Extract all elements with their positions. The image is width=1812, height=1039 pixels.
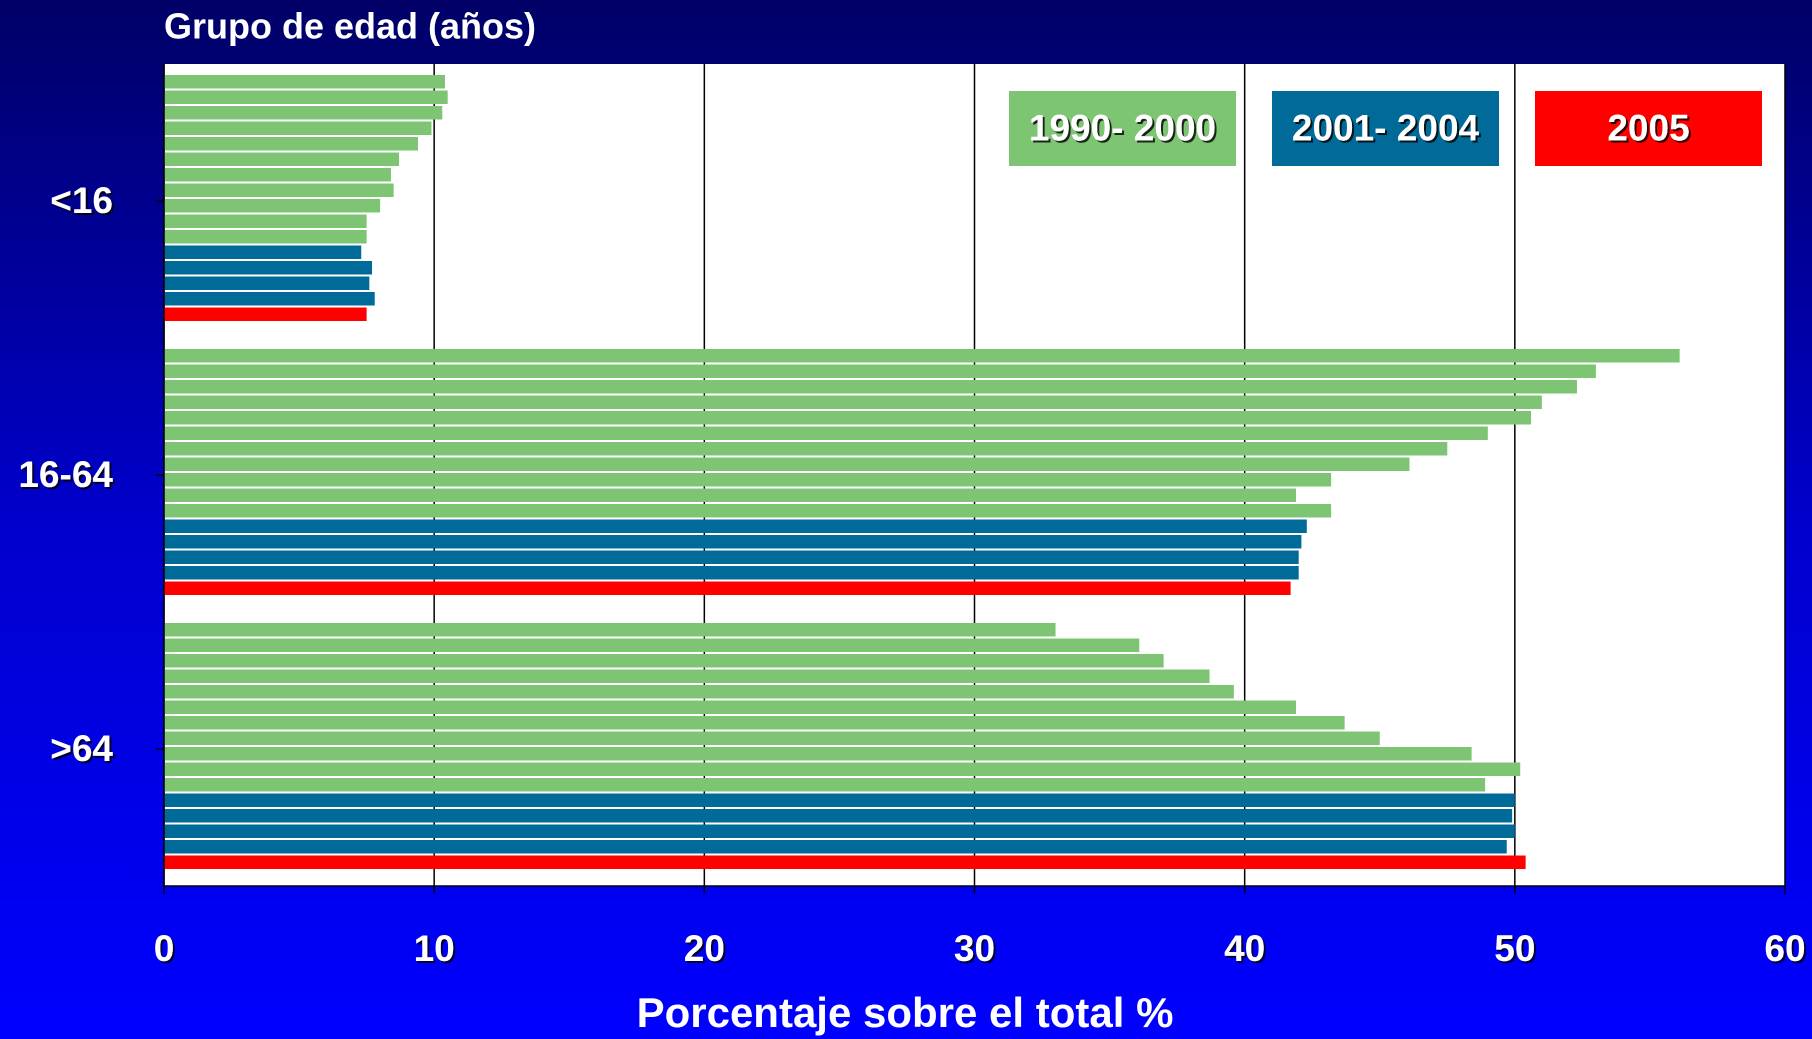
bar xyxy=(164,349,1680,363)
bar xyxy=(164,654,1164,668)
x-tick-label: 60 xyxy=(1764,928,1805,969)
bar xyxy=(164,426,1488,440)
bar xyxy=(164,121,432,135)
bar xyxy=(164,581,1291,595)
x-tick-label: 0 xyxy=(154,928,175,969)
x-tick-label: 30 xyxy=(954,928,995,969)
bar xyxy=(164,778,1486,792)
bar xyxy=(164,550,1299,564)
bar xyxy=(164,168,391,182)
bar xyxy=(164,292,375,306)
x-tick-label: 40 xyxy=(1224,928,1265,969)
chart-title: Grupo de edad (años) xyxy=(164,6,536,47)
bar xyxy=(164,152,400,166)
bar xyxy=(164,855,1526,869)
x-tick-label: 20 xyxy=(684,928,725,969)
bar xyxy=(164,669,1210,683)
bar xyxy=(164,307,367,321)
bar xyxy=(164,747,1472,761)
bar xyxy=(164,809,1513,823)
bar xyxy=(164,700,1296,714)
bar xyxy=(164,214,367,228)
bar xyxy=(164,716,1345,730)
bar xyxy=(164,762,1521,776)
y-tick-label: 16-64 xyxy=(18,454,113,495)
bar xyxy=(164,685,1234,699)
bar xyxy=(164,638,1140,652)
bar xyxy=(164,504,1332,518)
x-tick-label: 10 xyxy=(414,928,455,969)
bar xyxy=(164,106,443,120)
bar xyxy=(164,535,1302,549)
bar xyxy=(164,731,1380,745)
legend-label: 1990- 2000 xyxy=(1029,107,1216,148)
bar xyxy=(164,137,418,151)
y-tick-label: <16 xyxy=(50,180,113,221)
bar xyxy=(164,276,370,290)
bar xyxy=(164,623,1056,637)
bar xyxy=(164,824,1515,838)
x-tick-label: 50 xyxy=(1494,928,1535,969)
legend-label: 2005 xyxy=(1607,107,1689,148)
bar xyxy=(164,566,1299,580)
bar xyxy=(164,380,1577,394)
bar xyxy=(164,519,1307,533)
bar xyxy=(164,793,1515,807)
bar xyxy=(164,473,1332,487)
bar xyxy=(164,230,367,244)
legend-swatch xyxy=(1535,91,1762,166)
bar xyxy=(164,364,1596,378)
x-axis-label: Porcentaje sobre el total % xyxy=(637,989,1174,1036)
bar xyxy=(164,411,1532,425)
y-tick-label: >64 xyxy=(50,728,113,769)
legend-swatch xyxy=(1009,91,1236,166)
bar xyxy=(164,199,381,213)
bar xyxy=(164,75,445,89)
bar xyxy=(164,183,394,197)
bar xyxy=(164,442,1448,456)
bar xyxy=(164,457,1410,471)
bar xyxy=(164,488,1296,502)
bar xyxy=(164,90,448,104)
bar xyxy=(164,395,1542,409)
legend-label: 2001- 2004 xyxy=(1292,107,1480,148)
bar xyxy=(164,840,1507,854)
legend-swatch xyxy=(1272,91,1499,166)
bar xyxy=(164,245,362,259)
bar xyxy=(164,261,373,275)
